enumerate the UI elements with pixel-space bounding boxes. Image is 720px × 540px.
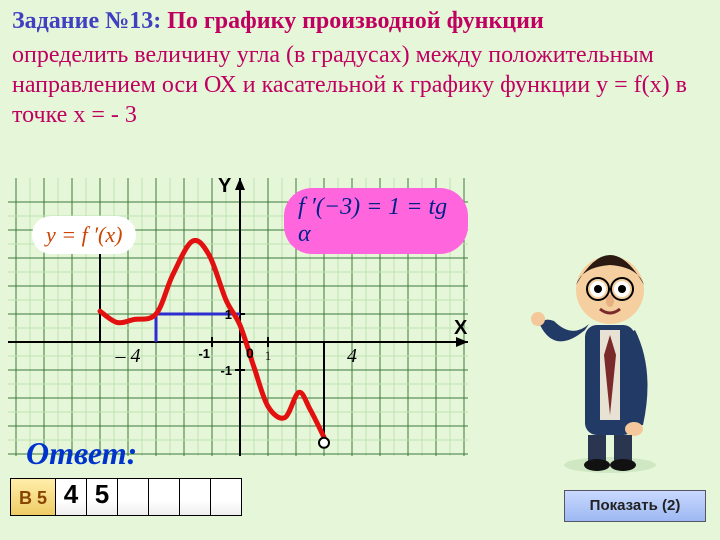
task-title: Задание №13: По графику производной функ… bbox=[12, 8, 544, 35]
answer-cell[interactable] bbox=[117, 478, 149, 516]
show-button[interactable]: Показать (2) bbox=[564, 490, 706, 522]
title-rest: По графику производной функции bbox=[167, 8, 544, 34]
chart: 0 -1 – 4 1 4 1 -1 X Y y = f ′(x) f ′(−3) = 1 = t… bbox=[8, 178, 468, 456]
task-body: определить величину угла (в градусах) ме… bbox=[12, 40, 708, 130]
svg-text:1: 1 bbox=[225, 307, 232, 322]
svg-text:4: 4 bbox=[347, 345, 357, 367]
answer-cell[interactable] bbox=[210, 478, 242, 516]
title-prefix: Задание №13: bbox=[12, 8, 161, 34]
teacher-cartoon-icon bbox=[530, 215, 690, 475]
svg-text:Y: Y bbox=[218, 178, 232, 197]
svg-text:0: 0 bbox=[246, 345, 254, 361]
answer-row: В 5 4 5 bbox=[10, 478, 241, 516]
answer-cell[interactable]: 5 bbox=[86, 478, 118, 516]
svg-text:-1: -1 bbox=[220, 363, 232, 378]
svg-text:X: X bbox=[454, 317, 468, 339]
slide: Задание №13: По графику производной функ… bbox=[0, 0, 720, 540]
answer-cell[interactable] bbox=[179, 478, 211, 516]
svg-text:-1: -1 bbox=[198, 346, 210, 361]
answer-cell[interactable]: 4 bbox=[55, 478, 87, 516]
answer-cell[interactable] bbox=[148, 478, 180, 516]
svg-text:1: 1 bbox=[265, 348, 272, 363]
answer-label: Ответ: bbox=[26, 435, 137, 472]
formula-derivative-value: f ′(−3) = 1 = tg α bbox=[284, 188, 468, 254]
formula-y-equals-fprime: y = f ′(x) bbox=[32, 216, 136, 254]
svg-text:– 4: – 4 bbox=[115, 345, 141, 367]
answer-row-label: В 5 bbox=[10, 478, 56, 516]
